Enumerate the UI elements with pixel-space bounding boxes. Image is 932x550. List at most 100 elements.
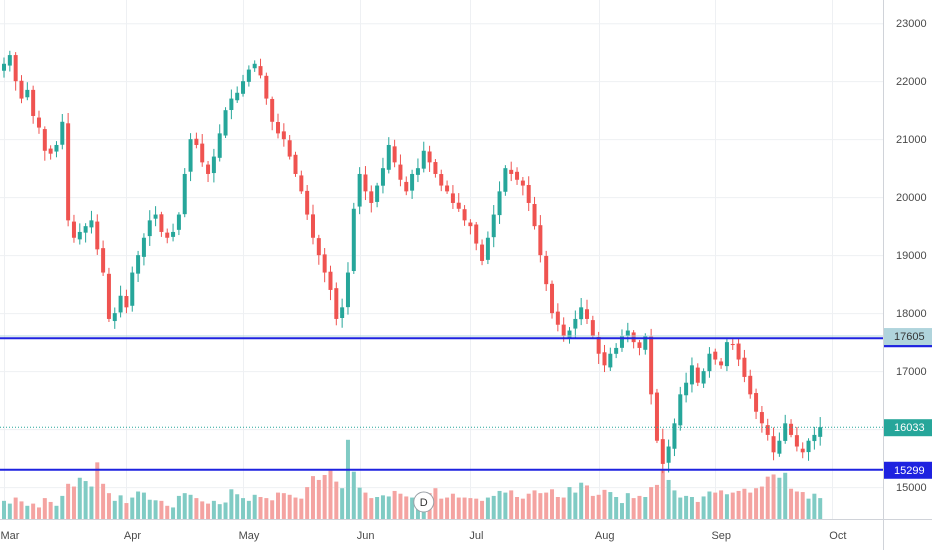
candle-body[interactable]: [818, 427, 823, 437]
candle-body[interactable]: [206, 164, 211, 174]
candle-body[interactable]: [643, 336, 648, 350]
candle-body[interactable]: [153, 214, 158, 219]
candle-body[interactable]: [794, 435, 799, 447]
candle-body[interactable]: [101, 248, 106, 273]
candle-body[interactable]: [159, 214, 164, 232]
candle-body[interactable]: [7, 55, 12, 66]
candle-body[interactable]: [585, 309, 589, 319]
candle-body[interactable]: [77, 231, 82, 240]
candle-body[interactable]: [31, 89, 36, 116]
candle-body[interactable]: [241, 81, 246, 94]
candle-body[interactable]: [695, 367, 700, 383]
candle-body[interactable]: [188, 139, 193, 172]
candle-body[interactable]: [130, 272, 135, 306]
interval-badge[interactable]: D: [413, 491, 435, 513]
candle-body[interactable]: [433, 162, 438, 174]
candle-body[interactable]: [13, 55, 18, 82]
candle-body[interactable]: [176, 214, 181, 230]
candle-body[interactable]: [614, 347, 619, 354]
candle-body[interactable]: [281, 131, 286, 140]
candle-body[interactable]: [386, 144, 391, 170]
candle-body[interactable]: [503, 168, 508, 192]
candle-body[interactable]: [544, 255, 549, 285]
candle-body[interactable]: [124, 296, 129, 308]
candle-body[interactable]: [806, 440, 811, 453]
candle-body[interactable]: [532, 203, 537, 227]
candle-body[interactable]: [340, 307, 345, 318]
candle-body[interactable]: [299, 175, 304, 192]
candle-body[interactable]: [538, 225, 543, 256]
candle-body[interactable]: [637, 342, 642, 348]
candle-body[interactable]: [270, 98, 275, 122]
candle-body[interactable]: [217, 133, 222, 158]
candle-body[interactable]: [649, 336, 654, 395]
candle-body[interactable]: [765, 425, 770, 435]
candle-body[interactable]: [42, 129, 47, 151]
candle-body[interactable]: [83, 226, 88, 233]
candle-body[interactable]: [194, 138, 199, 145]
candle-body[interactable]: [229, 98, 234, 111]
candle-body[interactable]: [771, 436, 776, 453]
candle-body[interactable]: [392, 146, 397, 163]
candle-body[interactable]: [590, 320, 595, 337]
candle-body[interactable]: [561, 324, 566, 337]
candle-body[interactable]: [777, 440, 782, 454]
candle-body[interactable]: [450, 193, 455, 203]
candle-body[interactable]: [398, 164, 403, 180]
candle-body[interactable]: [509, 169, 514, 174]
candle-body[interactable]: [54, 144, 59, 152]
candle-body[interactable]: [660, 439, 665, 464]
candle-body[interactable]: [380, 168, 385, 186]
candle-body[interactable]: [287, 140, 292, 157]
candle-body[interactable]: [293, 154, 298, 174]
horizontal-levels[interactable]: [0, 335, 883, 471]
candle-body[interactable]: [345, 272, 350, 308]
candle-body[interactable]: [474, 224, 479, 244]
candle-body[interactable]: [415, 168, 420, 175]
candle-body[interactable]: [555, 311, 560, 325]
candle-body[interactable]: [136, 255, 141, 274]
candle-body[interactable]: [316, 238, 321, 256]
candle-body[interactable]: [462, 209, 467, 221]
candle-body[interactable]: [526, 185, 531, 203]
candle-body[interactable]: [812, 434, 817, 442]
candle-body[interactable]: [171, 231, 176, 237]
candle-body[interactable]: [322, 254, 327, 273]
candle-body[interactable]: [573, 318, 578, 329]
candle-body[interactable]: [351, 208, 356, 272]
candle-body[interactable]: [480, 244, 485, 261]
candle-body[interactable]: [363, 174, 368, 192]
candle-body[interactable]: [375, 185, 380, 202]
candle-body[interactable]: [118, 295, 123, 313]
candle-body[interactable]: [223, 110, 228, 136]
candlesticks[interactable]: [2, 50, 823, 474]
candle-body[interactable]: [485, 237, 490, 260]
candle-body[interactable]: [672, 423, 677, 449]
candle-body[interactable]: [89, 220, 94, 228]
candle-body[interactable]: [707, 353, 712, 372]
candle-body[interactable]: [276, 122, 281, 134]
candle-body[interactable]: [654, 392, 659, 441]
candle-body[interactable]: [2, 63, 6, 71]
candle-body[interactable]: [357, 173, 362, 207]
candle-body[interactable]: [515, 171, 520, 180]
candle-body[interactable]: [439, 174, 444, 186]
candle-body[interactable]: [95, 221, 100, 250]
candle-body[interactable]: [235, 92, 240, 101]
candle-body[interactable]: [369, 191, 374, 203]
candle-body[interactable]: [147, 220, 152, 237]
candle-body[interactable]: [468, 222, 473, 227]
candle-body[interactable]: [567, 330, 572, 339]
candle-body[interactable]: [789, 423, 794, 435]
candle-body[interactable]: [730, 343, 735, 346]
candle-body[interactable]: [520, 180, 525, 186]
candle-body[interactable]: [619, 336, 624, 348]
candle-body[interactable]: [759, 412, 764, 424]
candle-body[interactable]: [456, 202, 461, 209]
candle-body[interactable]: [666, 446, 671, 463]
candle-body[interactable]: [264, 75, 269, 99]
candle-body[interactable]: [66, 123, 71, 221]
candle-body[interactable]: [25, 89, 30, 98]
candle-body[interactable]: [754, 393, 759, 412]
